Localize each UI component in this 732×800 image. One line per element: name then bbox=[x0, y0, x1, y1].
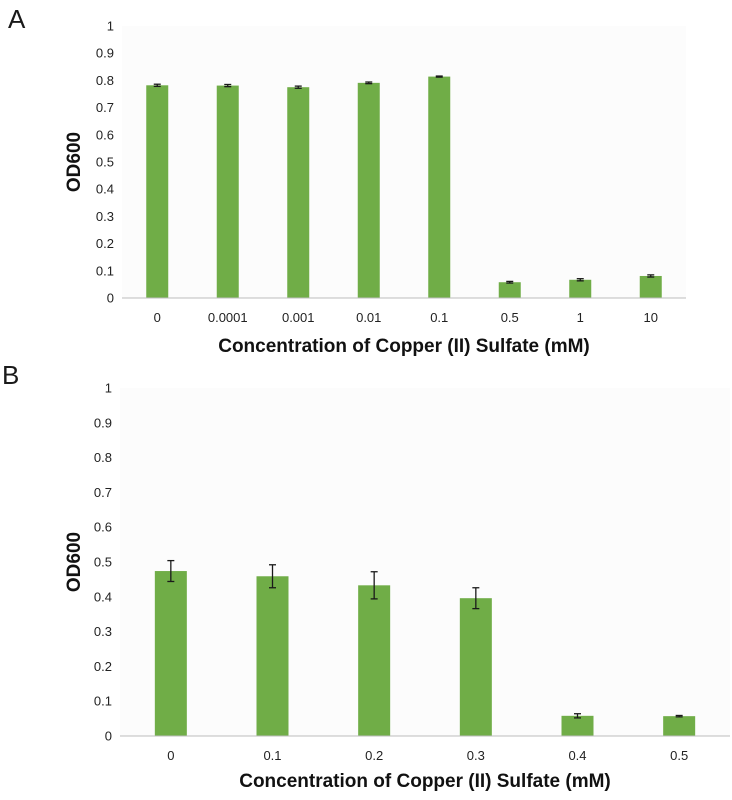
x-tick-label: 0.1 bbox=[263, 748, 281, 763]
plot-area bbox=[122, 26, 686, 298]
error-bar bbox=[167, 559, 175, 583]
error-bar bbox=[472, 587, 480, 610]
y-axis-title: OD600 bbox=[64, 532, 85, 592]
y-tick-label: 0.6 bbox=[94, 520, 112, 535]
error-bar bbox=[647, 274, 655, 278]
x-tick-label: 0.0001 bbox=[208, 310, 248, 325]
bar bbox=[428, 76, 451, 298]
error-bar bbox=[269, 564, 276, 589]
y-tick-label: 0 bbox=[105, 729, 112, 744]
panel-label-a: A bbox=[8, 4, 26, 34]
bar-chart-a: 00.10.20.30.40.50.60.70.80.910 0.0001 0.00… bbox=[64, 19, 686, 357]
x-axis-title: Concentration of Copper (II) Sulfate (mM… bbox=[218, 336, 590, 357]
bar-chart-b: 0 0.1 0.2 0.3 0.4 0.5 0.6 0.7 0.8 0.9 1 0 0.1 0.2 0.3 0… bbox=[64, 381, 730, 792]
y-tick-label: 1 bbox=[105, 381, 112, 396]
y-tick-label: 0.7 bbox=[96, 100, 114, 115]
error-bar bbox=[675, 714, 683, 718]
x-tick-label: 0.4 bbox=[568, 748, 586, 763]
y-tick-label: 0.6 bbox=[96, 127, 114, 142]
y-axis-title: OD600 bbox=[64, 132, 85, 192]
y-tick-label: 0.2 bbox=[94, 659, 112, 674]
x-tick-label: 0.001 bbox=[282, 310, 315, 325]
error-bar bbox=[294, 85, 302, 89]
y-tick-label: 0.9 bbox=[96, 46, 114, 61]
x-tick-label: 0.5 bbox=[501, 310, 519, 325]
x-tick-label: 0 bbox=[167, 748, 174, 763]
error-bar bbox=[435, 75, 443, 78]
y-tick-label: 0.3 bbox=[94, 624, 112, 639]
y-tick-label: 0 bbox=[107, 291, 114, 306]
x-tick-label: 0.1 bbox=[430, 310, 448, 325]
panel-label-b: B bbox=[2, 360, 20, 390]
y-tick-label: 0.5 bbox=[94, 555, 112, 570]
x-axis-title: Concentration of Copper (II) Sulfate (mM… bbox=[239, 771, 611, 792]
bar bbox=[256, 576, 289, 736]
bar bbox=[663, 716, 696, 736]
y-tick-label: 0.8 bbox=[96, 73, 114, 88]
bar bbox=[498, 282, 521, 298]
y-tick-label: 0.1 bbox=[96, 263, 114, 278]
x-tick-label: 0.2 bbox=[365, 748, 383, 763]
error-bar bbox=[370, 571, 378, 600]
bar bbox=[561, 715, 594, 736]
y-tick-label: 0.4 bbox=[96, 182, 114, 197]
x-tick-label: 1 bbox=[577, 310, 584, 325]
bar bbox=[358, 585, 391, 736]
y-tick-label: 0.3 bbox=[96, 209, 114, 224]
error-bar bbox=[365, 81, 373, 85]
y-tick-label: 0.5 bbox=[96, 155, 114, 170]
bar bbox=[154, 571, 187, 736]
bar bbox=[569, 279, 592, 298]
y-tick-label: 0.4 bbox=[94, 589, 112, 604]
y-tick-label: 0.8 bbox=[94, 450, 112, 465]
y-tick-label: 1 bbox=[107, 19, 114, 34]
bar bbox=[146, 85, 169, 299]
x-tick-label: 0.5 bbox=[670, 748, 688, 763]
error-bar bbox=[153, 83, 161, 88]
plot-area bbox=[120, 388, 730, 736]
error-bar bbox=[574, 713, 581, 719]
error-bar bbox=[224, 83, 232, 88]
bar bbox=[459, 598, 492, 736]
error-bar bbox=[576, 278, 584, 282]
y-tick-label: 0.9 bbox=[94, 415, 112, 430]
bar bbox=[357, 82, 380, 299]
x-tick-label: 0.3 bbox=[467, 748, 485, 763]
y-tick-label: 0.1 bbox=[94, 694, 112, 709]
bar bbox=[216, 85, 239, 299]
error-bar bbox=[506, 280, 514, 284]
bar bbox=[287, 87, 310, 298]
y-tick-label: 0.7 bbox=[94, 485, 112, 500]
bar bbox=[639, 275, 662, 298]
x-tick-label: 0.01 bbox=[356, 310, 381, 325]
x-tick-label: 0 bbox=[154, 310, 161, 325]
x-tick-label: 10 bbox=[644, 310, 658, 325]
y-tick-label: 0.2 bbox=[96, 236, 114, 251]
